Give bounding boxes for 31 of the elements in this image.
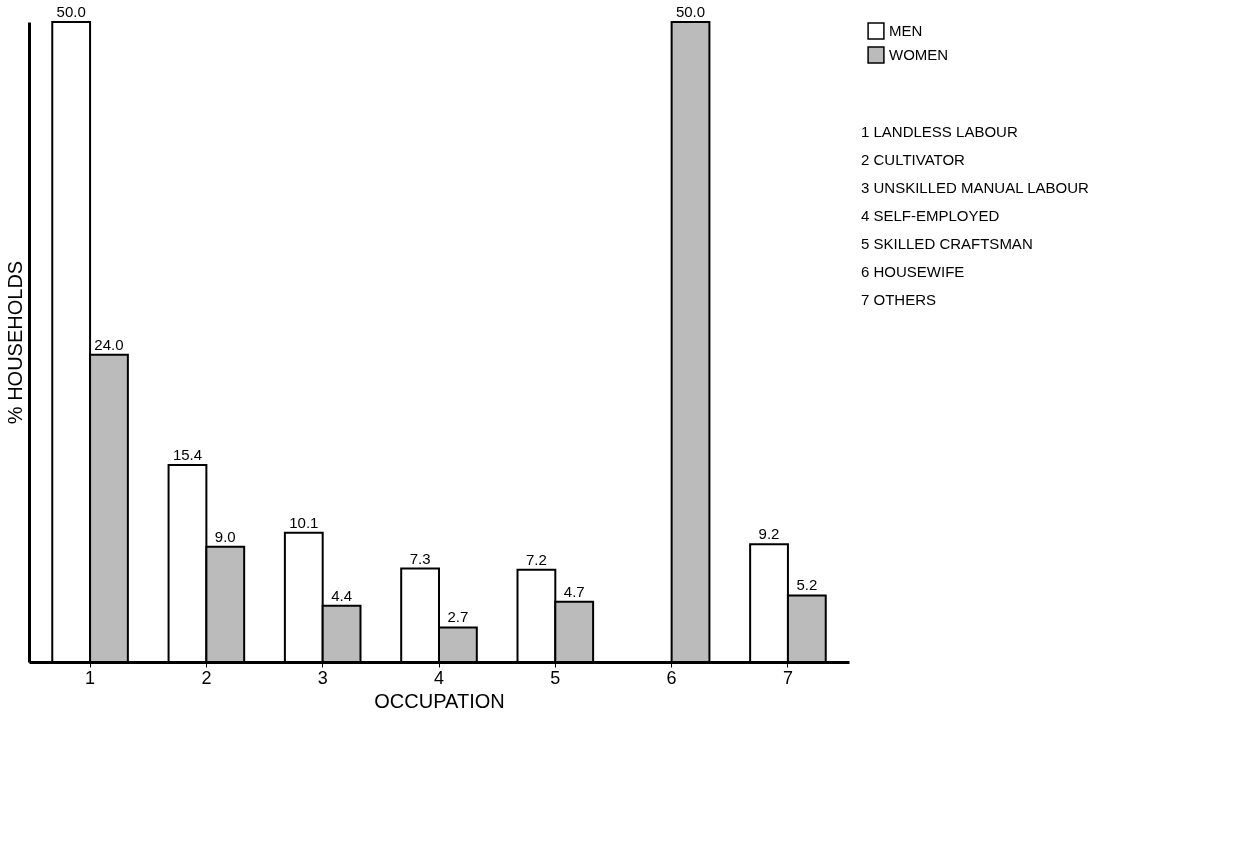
y-axis-title: % HOUSEHOLDS <box>3 260 26 425</box>
data-label: 9.0 <box>214 527 236 545</box>
data-label: 15.4 <box>172 445 203 463</box>
data-label: 4.7 <box>563 582 585 600</box>
data-label: 7.3 <box>409 549 431 567</box>
data-label: 4.4 <box>331 586 353 604</box>
x-tick-label: 7 <box>782 667 793 688</box>
text: 6 HOUSEWIFE <box>861 263 965 280</box>
text: 7 OTHERS <box>861 291 937 308</box>
text: 3 UNSKILLED MANUAL LABOUR <box>861 179 1090 196</box>
text: 1 LANDLESS LABOUR <box>861 123 1018 140</box>
x-tick-label: 4 <box>433 667 445 688</box>
text: 5 SKILLED CRAFTSMAN <box>861 235 1033 252</box>
x-tick-label: 1 <box>85 667 96 688</box>
data-label: 2.7 <box>447 608 469 626</box>
data-label: 24.0 <box>94 335 124 353</box>
x-tick-label: 5 <box>550 667 561 688</box>
x-tick-label: 3 <box>317 667 328 688</box>
x-axis-title: OCCUPATION <box>374 689 505 712</box>
data-label: 7.2 <box>525 550 547 568</box>
data-label: 5.2 <box>796 576 818 594</box>
data-label: 50.0 <box>56 3 86 20</box>
legend-label: WOMEN <box>889 46 949 63</box>
text: 2 CULTIVATOR <box>861 151 966 168</box>
data-label: 9.2 <box>758 525 780 543</box>
legend-label: MEN <box>889 22 923 39</box>
text: 4 SELF-EMPLOYED <box>861 207 1000 224</box>
data-label: 10.1 <box>289 513 319 531</box>
x-tick-label: 6 <box>666 667 677 688</box>
x-tick-label: 2 <box>201 667 212 688</box>
data-label: 50.0 <box>675 3 706 20</box>
